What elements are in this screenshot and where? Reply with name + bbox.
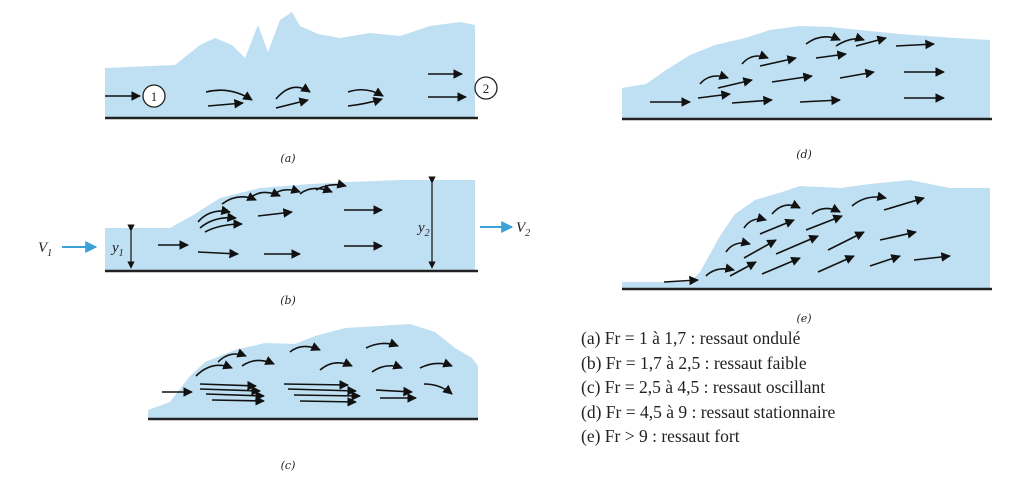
- legend-item-b: (b) Fr = 1,7 à 2,5 : ressaut faible: [581, 352, 807, 373]
- y2-label: y2: [416, 220, 430, 239]
- water-region: [148, 324, 478, 418]
- water-region: [622, 180, 990, 288]
- section-2-label: 2: [483, 81, 490, 96]
- flow-arrows: [663, 191, 951, 286]
- legend-item-a: (a) Fr = 1 à 1,7 : ressaut ondulé: [581, 328, 801, 348]
- panel-c: (c): [148, 324, 478, 472]
- flow-arrows: [162, 338, 453, 407]
- water-region: [622, 26, 990, 118]
- caption-b: (b): [280, 294, 296, 307]
- caption-a: (a): [280, 152, 295, 165]
- froude-legend: (a) Fr = 1 à 1,7 : ressaut ondulé (b) Fr…: [581, 326, 835, 449]
- v2-label: V2: [516, 220, 530, 239]
- y1-label: y1: [110, 240, 124, 259]
- section-1-marker: [142, 84, 166, 108]
- v1-label: V1: [38, 240, 52, 259]
- legend-item-c: (c) Fr = 2,5 à 4,5 : ressaut oscillant: [581, 377, 826, 397]
- panel-a: 1 2 (a): [105, 12, 498, 165]
- legend-item-e: (e) Fr > 9 : ressaut fort: [581, 426, 740, 446]
- caption-d: (d): [796, 148, 812, 161]
- section-2-marker: [474, 76, 498, 100]
- caption-c: (c): [281, 459, 296, 472]
- flow-arrows: [650, 32, 945, 107]
- section-1-label: 1: [151, 89, 158, 104]
- panel-d: (d): [622, 26, 992, 161]
- panel-e: (e): [622, 180, 992, 325]
- flow-arrows: [158, 179, 383, 259]
- panel-b: y1 y2 V1 V2 (b): [38, 176, 530, 307]
- flow-arrows: [105, 69, 467, 109]
- legend-item-d: (d) Fr = 4,5 à 9 : ressaut stationnaire: [581, 401, 836, 422]
- caption-e: (e): [796, 312, 811, 325]
